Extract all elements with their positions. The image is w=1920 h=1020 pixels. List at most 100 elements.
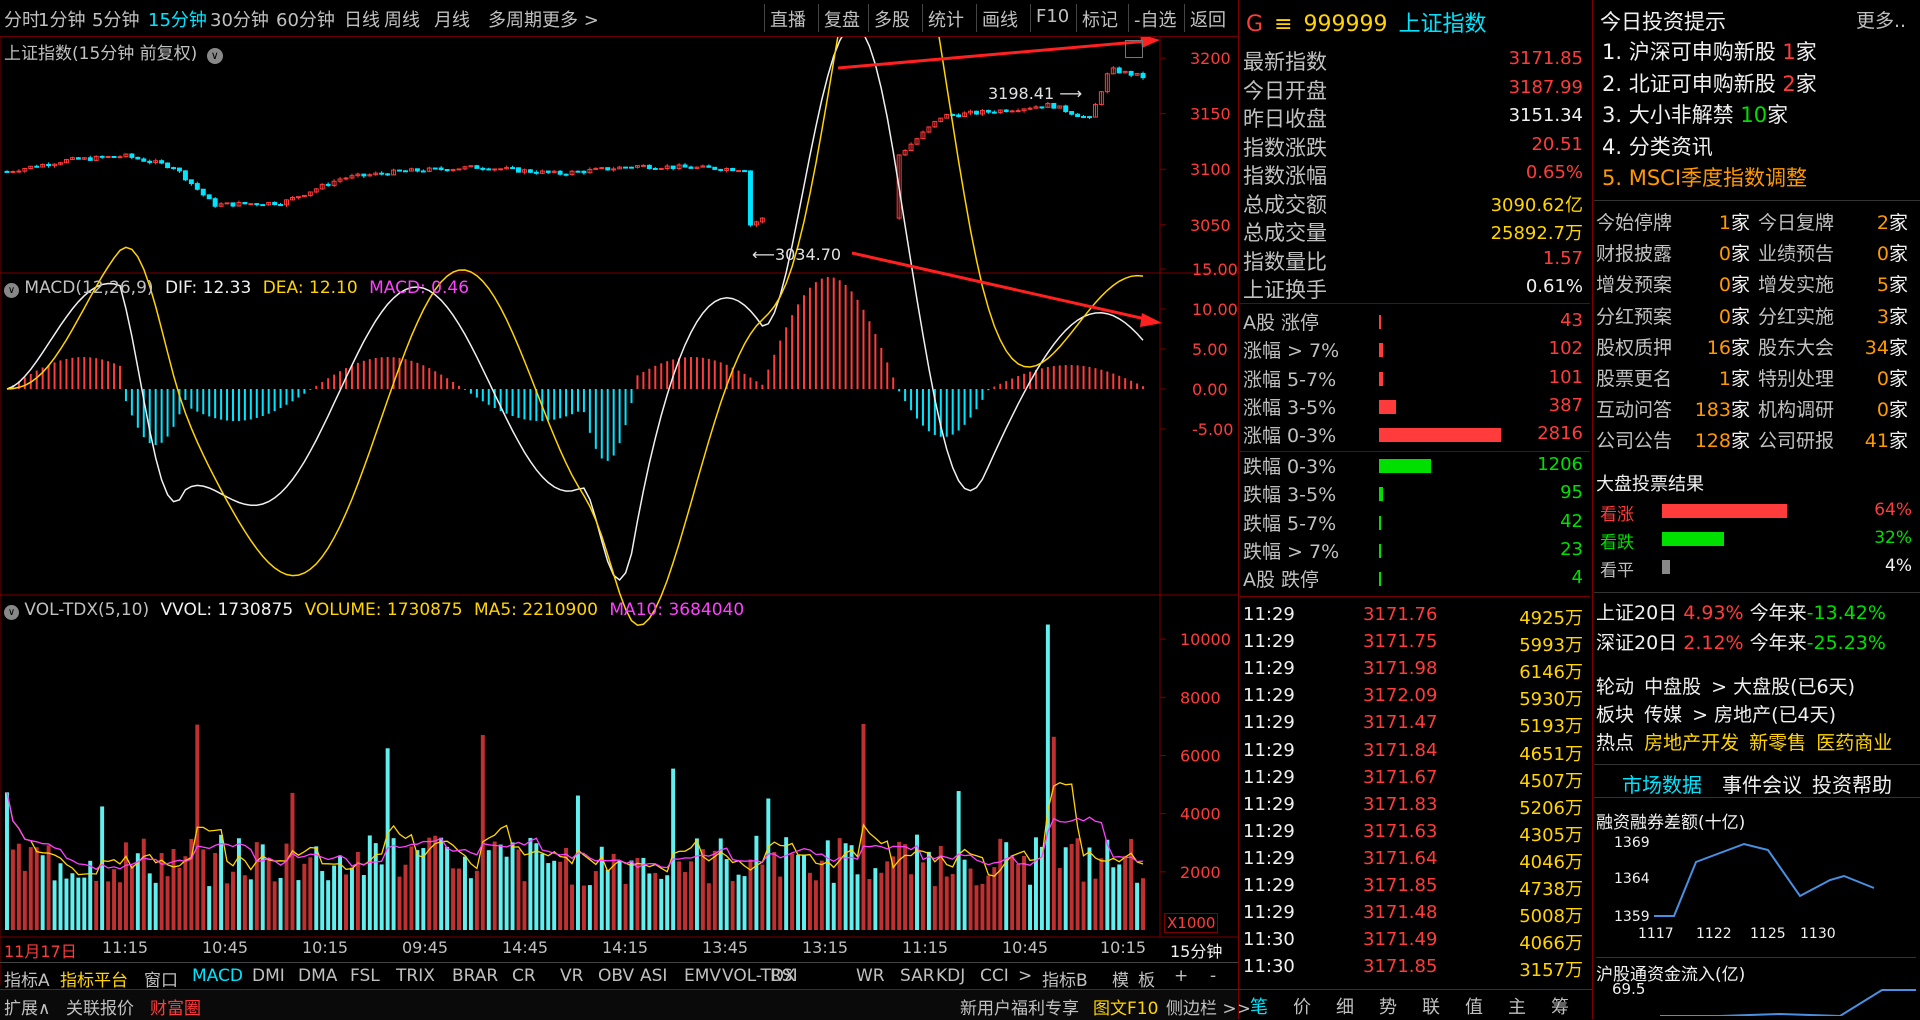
indicator-tab[interactable]: DMI <box>252 966 285 986</box>
event-label[interactable]: 业绩预告 <box>1758 243 1835 266</box>
event-label[interactable]: 互动问答 <box>1596 399 1673 422</box>
chart-area[interactable]: 3200 3150 3100 3050 15.00 10.00 5.00 0.00 -5.00 1… <box>0 37 1238 985</box>
indicator-tab[interactable]: TRIX <box>396 966 435 986</box>
event-label[interactable]: 机构调研 <box>1758 399 1835 422</box>
event-label[interactable]: 股权质押 <box>1596 336 1673 359</box>
indicator-tab[interactable]: DMA <box>298 966 338 986</box>
quote-tab[interactable]: 值 <box>1465 997 1483 1018</box>
quote-tab[interactable]: 笔 <box>1250 997 1268 1018</box>
event-label[interactable]: 公司研报 <box>1758 430 1835 453</box>
distribution-row[interactable]: 跌幅 0-3% 1206 <box>1243 452 1587 480</box>
event-label[interactable]: 今始停牌 <box>1596 212 1673 234</box>
period-tab[interactable]: 周线 <box>384 10 420 31</box>
event-label[interactable]: 分红预案 <box>1596 305 1673 328</box>
sidebar-toggle[interactable]: 侧边栏 >> <box>1166 999 1251 1019</box>
main-chart-title[interactable]: 上证指数(15分钟 前复权) ∨ <box>4 39 223 64</box>
distribution-row[interactable]: A股 涨停 43 <box>1243 308 1587 336</box>
distribution-row[interactable]: 跌幅 5-7% 42 <box>1243 509 1587 537</box>
event-label[interactable]: 财报披露 <box>1596 243 1673 266</box>
event-label[interactable]: 增发预案 <box>1596 274 1673 297</box>
tip-item[interactable]: 3. 大小非解禁 10家 <box>1602 99 1788 129</box>
event-label[interactable]: 今日复牌 <box>1758 212 1835 234</box>
indicator-tab[interactable]: RSI <box>770 966 798 986</box>
period-tab[interactable]: 60分钟 <box>276 10 335 31</box>
indicator-tab[interactable]: WR <box>856 966 885 986</box>
event-label[interactable]: 增发实施 <box>1758 274 1835 297</box>
indicator-tab[interactable]: CR <box>512 966 536 986</box>
distribution-row[interactable]: 涨幅 3-5% 387 <box>1243 393 1587 421</box>
event-label[interactable]: 分红实施 <box>1758 305 1835 328</box>
quote-tab[interactable]: 细 <box>1336 997 1354 1018</box>
period-tab[interactable]: 分时 <box>4 10 40 31</box>
quote-tab[interactable]: 价 <box>1293 997 1311 1018</box>
toolbar-action-button[interactable]: 统计 <box>928 10 964 31</box>
tip-item[interactable]: 5. MSCI季度指数调整 <box>1602 162 1807 192</box>
indicator-tab[interactable]: BRAR <box>452 966 499 986</box>
event-label[interactable]: 特别处理 <box>1758 368 1835 390</box>
indicator-tab[interactable]: 窗口 <box>144 971 178 991</box>
macd-title[interactable]: ∨ MACD(12,26,9) DIF: 12.33 DEA: 12.10 MA… <box>4 278 469 298</box>
hot-item[interactable]: 医药商业 <box>1816 732 1893 754</box>
indicator-tab[interactable]: EMV <box>684 966 722 986</box>
period-tab[interactable]: 更多 > <box>542 10 599 31</box>
indicator-tab[interactable]: 指标平台 <box>60 971 128 991</box>
event-label[interactable]: 公司公告 <box>1596 430 1673 453</box>
tips-more-link[interactable]: 更多.. <box>1856 10 1907 32</box>
indicator-tab[interactable]: SAR <box>900 966 935 986</box>
promo-link[interactable]: 新用户福利专享 <box>960 999 1079 1019</box>
period-tab[interactable]: 多周期 <box>488 10 542 31</box>
hot-item[interactable]: 新零售 <box>1749 732 1807 754</box>
tip-item[interactable]: 2. 北证可申购新股 2家 <box>1602 68 1817 98</box>
period-tab[interactable]: 日线 <box>344 10 380 31</box>
chevron-down-icon[interactable]: ∨ <box>4 283 19 298</box>
sector-from[interactable]: 传媒 <box>1644 704 1683 726</box>
indicator-tab[interactable]: - <box>1210 966 1217 986</box>
toolbar-action-button[interactable]: 直播 <box>770 10 806 31</box>
indicator-tab[interactable]: FSL <box>350 966 380 986</box>
rotation-to[interactable]: > 大盘股(已6天) <box>1711 676 1855 698</box>
vol-title[interactable]: ∨ VOL-TDX(5,10) VVOL: 1730875 VOLUME: 17… <box>4 600 744 620</box>
rotation-from[interactable]: 中盘股 <box>1644 676 1702 698</box>
chevron-down-icon[interactable]: ∨ <box>4 605 19 620</box>
indicator-tab[interactable]: 模 <box>1112 971 1129 991</box>
related-quote-button[interactable]: 关联报价 <box>66 999 134 1019</box>
indicator-tab[interactable]: MACD <box>192 966 243 986</box>
event-label[interactable]: 股票更名 <box>1596 368 1673 390</box>
indicator-tab[interactable]: 指标B <box>1042 971 1088 991</box>
chevron-down-icon[interactable]: ∨ <box>206 48 223 64</box>
toolbar-action-button[interactable]: 标记 <box>1082 10 1118 31</box>
period-tab[interactable]: 月线 <box>434 10 470 31</box>
period-tab[interactable]: 1分钟 <box>38 10 86 31</box>
period-label[interactable]: 15分钟 <box>1170 942 1223 961</box>
distribution-row[interactable]: 跌幅 3-5% 95 <box>1243 480 1587 508</box>
quote-tab[interactable]: 筹 <box>1551 997 1569 1018</box>
tip-item[interactable]: 4. 分类资讯 <box>1602 131 1713 161</box>
f10-link[interactable]: 图文F10 <box>1093 999 1159 1019</box>
indicator-tab[interactable]: + <box>1174 966 1189 986</box>
period-tab[interactable]: 30分钟 <box>210 10 269 31</box>
period-tab[interactable]: 5分钟 <box>92 10 140 31</box>
toolbar-action-button[interactable]: 复盘 <box>824 10 860 31</box>
toolbar-action-button[interactable]: 返回 <box>1190 10 1226 31</box>
expand-button[interactable]: 扩展∧ <box>4 999 51 1019</box>
quote-tab[interactable]: 势 <box>1379 997 1397 1018</box>
indicator-tab[interactable]: VR <box>560 966 584 986</box>
maximize-icon[interactable] <box>1125 40 1143 58</box>
wealth-circle-button[interactable]: 财富圈 <box>150 999 201 1019</box>
indicator-tab[interactable]: 板 <box>1138 971 1155 991</box>
indicator-tab[interactable]: CCI <box>980 966 1009 986</box>
toolbar-action-button[interactable]: 多股 <box>874 10 910 31</box>
tab-help[interactable]: 投资帮助 <box>1812 773 1892 797</box>
indicator-tab[interactable]: ASI <box>640 966 668 986</box>
distribution-row[interactable]: 涨幅 5-7% 101 <box>1243 365 1587 393</box>
sector-to[interactable]: > 房地产(已4天) <box>1692 704 1836 726</box>
distribution-row[interactable]: A股 跌停 4 <box>1243 565 1587 593</box>
event-label[interactable]: 股东大会 <box>1758 336 1835 359</box>
toolbar-action-button[interactable]: -自选 <box>1134 10 1177 31</box>
distribution-row[interactable]: 涨幅 > 7% 102 <box>1243 336 1587 364</box>
quote-tab[interactable]: 主 <box>1508 997 1526 1018</box>
distribution-row[interactable]: 涨幅 0-3% 2816 <box>1243 421 1587 449</box>
indicator-tab[interactable]: OBV <box>598 966 635 986</box>
indicator-tab[interactable]: > <box>1018 966 1033 986</box>
quote-tab[interactable]: 联 <box>1422 997 1440 1018</box>
